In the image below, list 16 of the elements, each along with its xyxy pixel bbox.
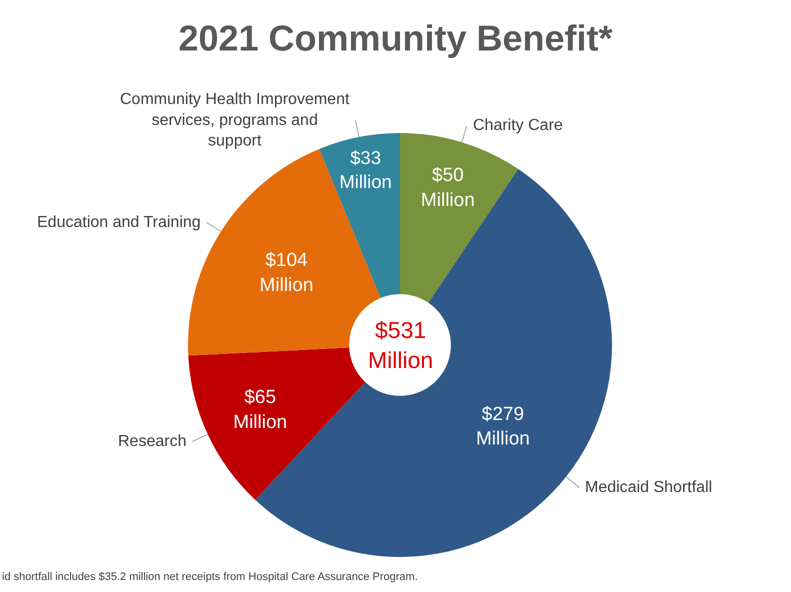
chart-title: 2021 Community Benefit* (178, 18, 613, 59)
slice-label: Research (118, 433, 186, 450)
slice-label: Medicaid Shortfall (585, 479, 712, 496)
data-label: $33 Million (339, 147, 392, 192)
data-label: $279 Million (476, 404, 530, 450)
data-label: $65 Million (233, 387, 288, 433)
slice-label: Education and Training (37, 214, 201, 231)
donut-slice (188, 348, 366, 500)
slice-label: Community Health Improvement services, programs and support (120, 91, 350, 150)
slice-label: Charity Care (473, 117, 563, 134)
donut-slice (319, 133, 400, 298)
text: id shortfall includes $35.2 million net receipts from Hospital Care Assurance Program. (2, 571, 418, 583)
donut-slice (400, 133, 518, 303)
text: $531 Million (368, 317, 434, 373)
data-label: $50 Million (420, 165, 475, 211)
data-label: $104 Million (260, 250, 314, 296)
